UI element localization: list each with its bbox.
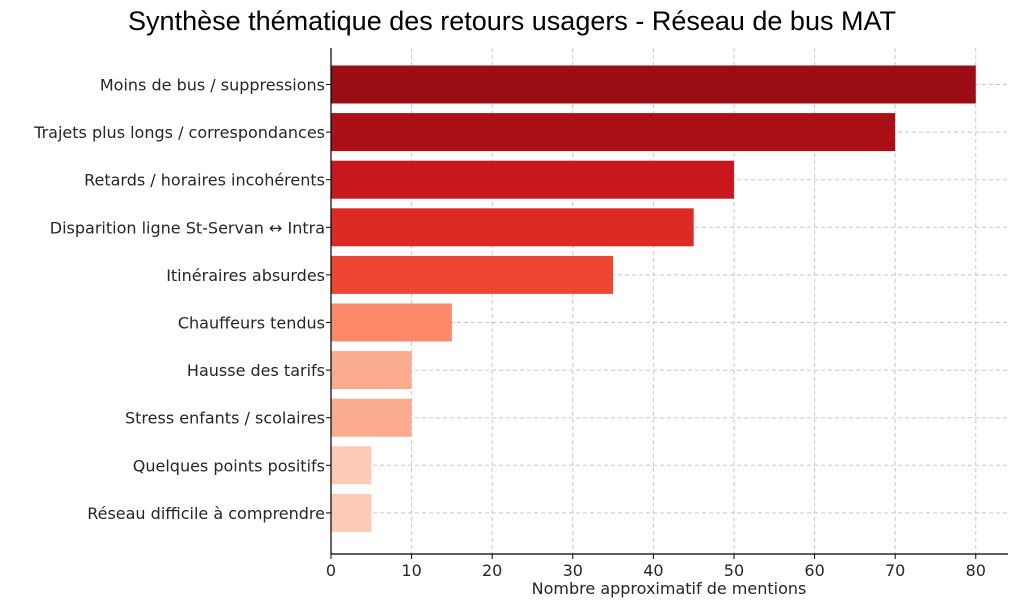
category-label: Moins de bus / suppressions: [100, 76, 325, 95]
bar: [331, 65, 976, 104]
x-tick-label: 40: [643, 561, 663, 580]
category-label: Hausse des tarifs: [187, 361, 325, 380]
x-tick-label: 30: [563, 561, 583, 580]
category-label: Quelques points positifs: [133, 456, 325, 475]
x-tick-label: 50: [724, 561, 744, 580]
x-tick-label: 10: [401, 561, 421, 580]
category-label: Stress enfants / scolaires: [125, 409, 325, 428]
bar: [331, 398, 412, 437]
category-label: Réseau difficile à comprendre: [87, 504, 325, 523]
x-tick-label: 20: [482, 561, 502, 580]
chart-title: Synthèse thématique des retours usagers …: [128, 6, 896, 36]
category-label: Trajets plus longs / correspondances: [33, 123, 325, 142]
x-tick-label: 60: [804, 561, 824, 580]
category-labels: Moins de bus / suppressions Trajets plus …: [33, 76, 331, 523]
x-tick-label: 70: [885, 561, 905, 580]
x-tick-label: 80: [966, 561, 986, 580]
x-tick-label: 0: [326, 561, 336, 580]
category-label: Itinéraires absurdes: [166, 266, 325, 285]
bar: [331, 255, 614, 294]
bars: [331, 65, 976, 532]
category-label: Retards / horaires incohérents: [84, 171, 325, 190]
bar: [331, 113, 896, 152]
x-axis-label: Nombre approximatif de mentions: [532, 579, 807, 598]
category-label: Disparition ligne St-Servan ↔ Intra: [50, 218, 325, 237]
bar: [331, 351, 412, 390]
bar: [331, 446, 372, 485]
bar: [331, 493, 372, 532]
bar: [331, 303, 452, 342]
bar: [331, 208, 694, 247]
category-label: Chauffeurs tendus: [178, 314, 325, 333]
x-ticks: 0 10 20 30 40 50 60 70 80: [326, 554, 986, 580]
bar: [331, 160, 734, 199]
